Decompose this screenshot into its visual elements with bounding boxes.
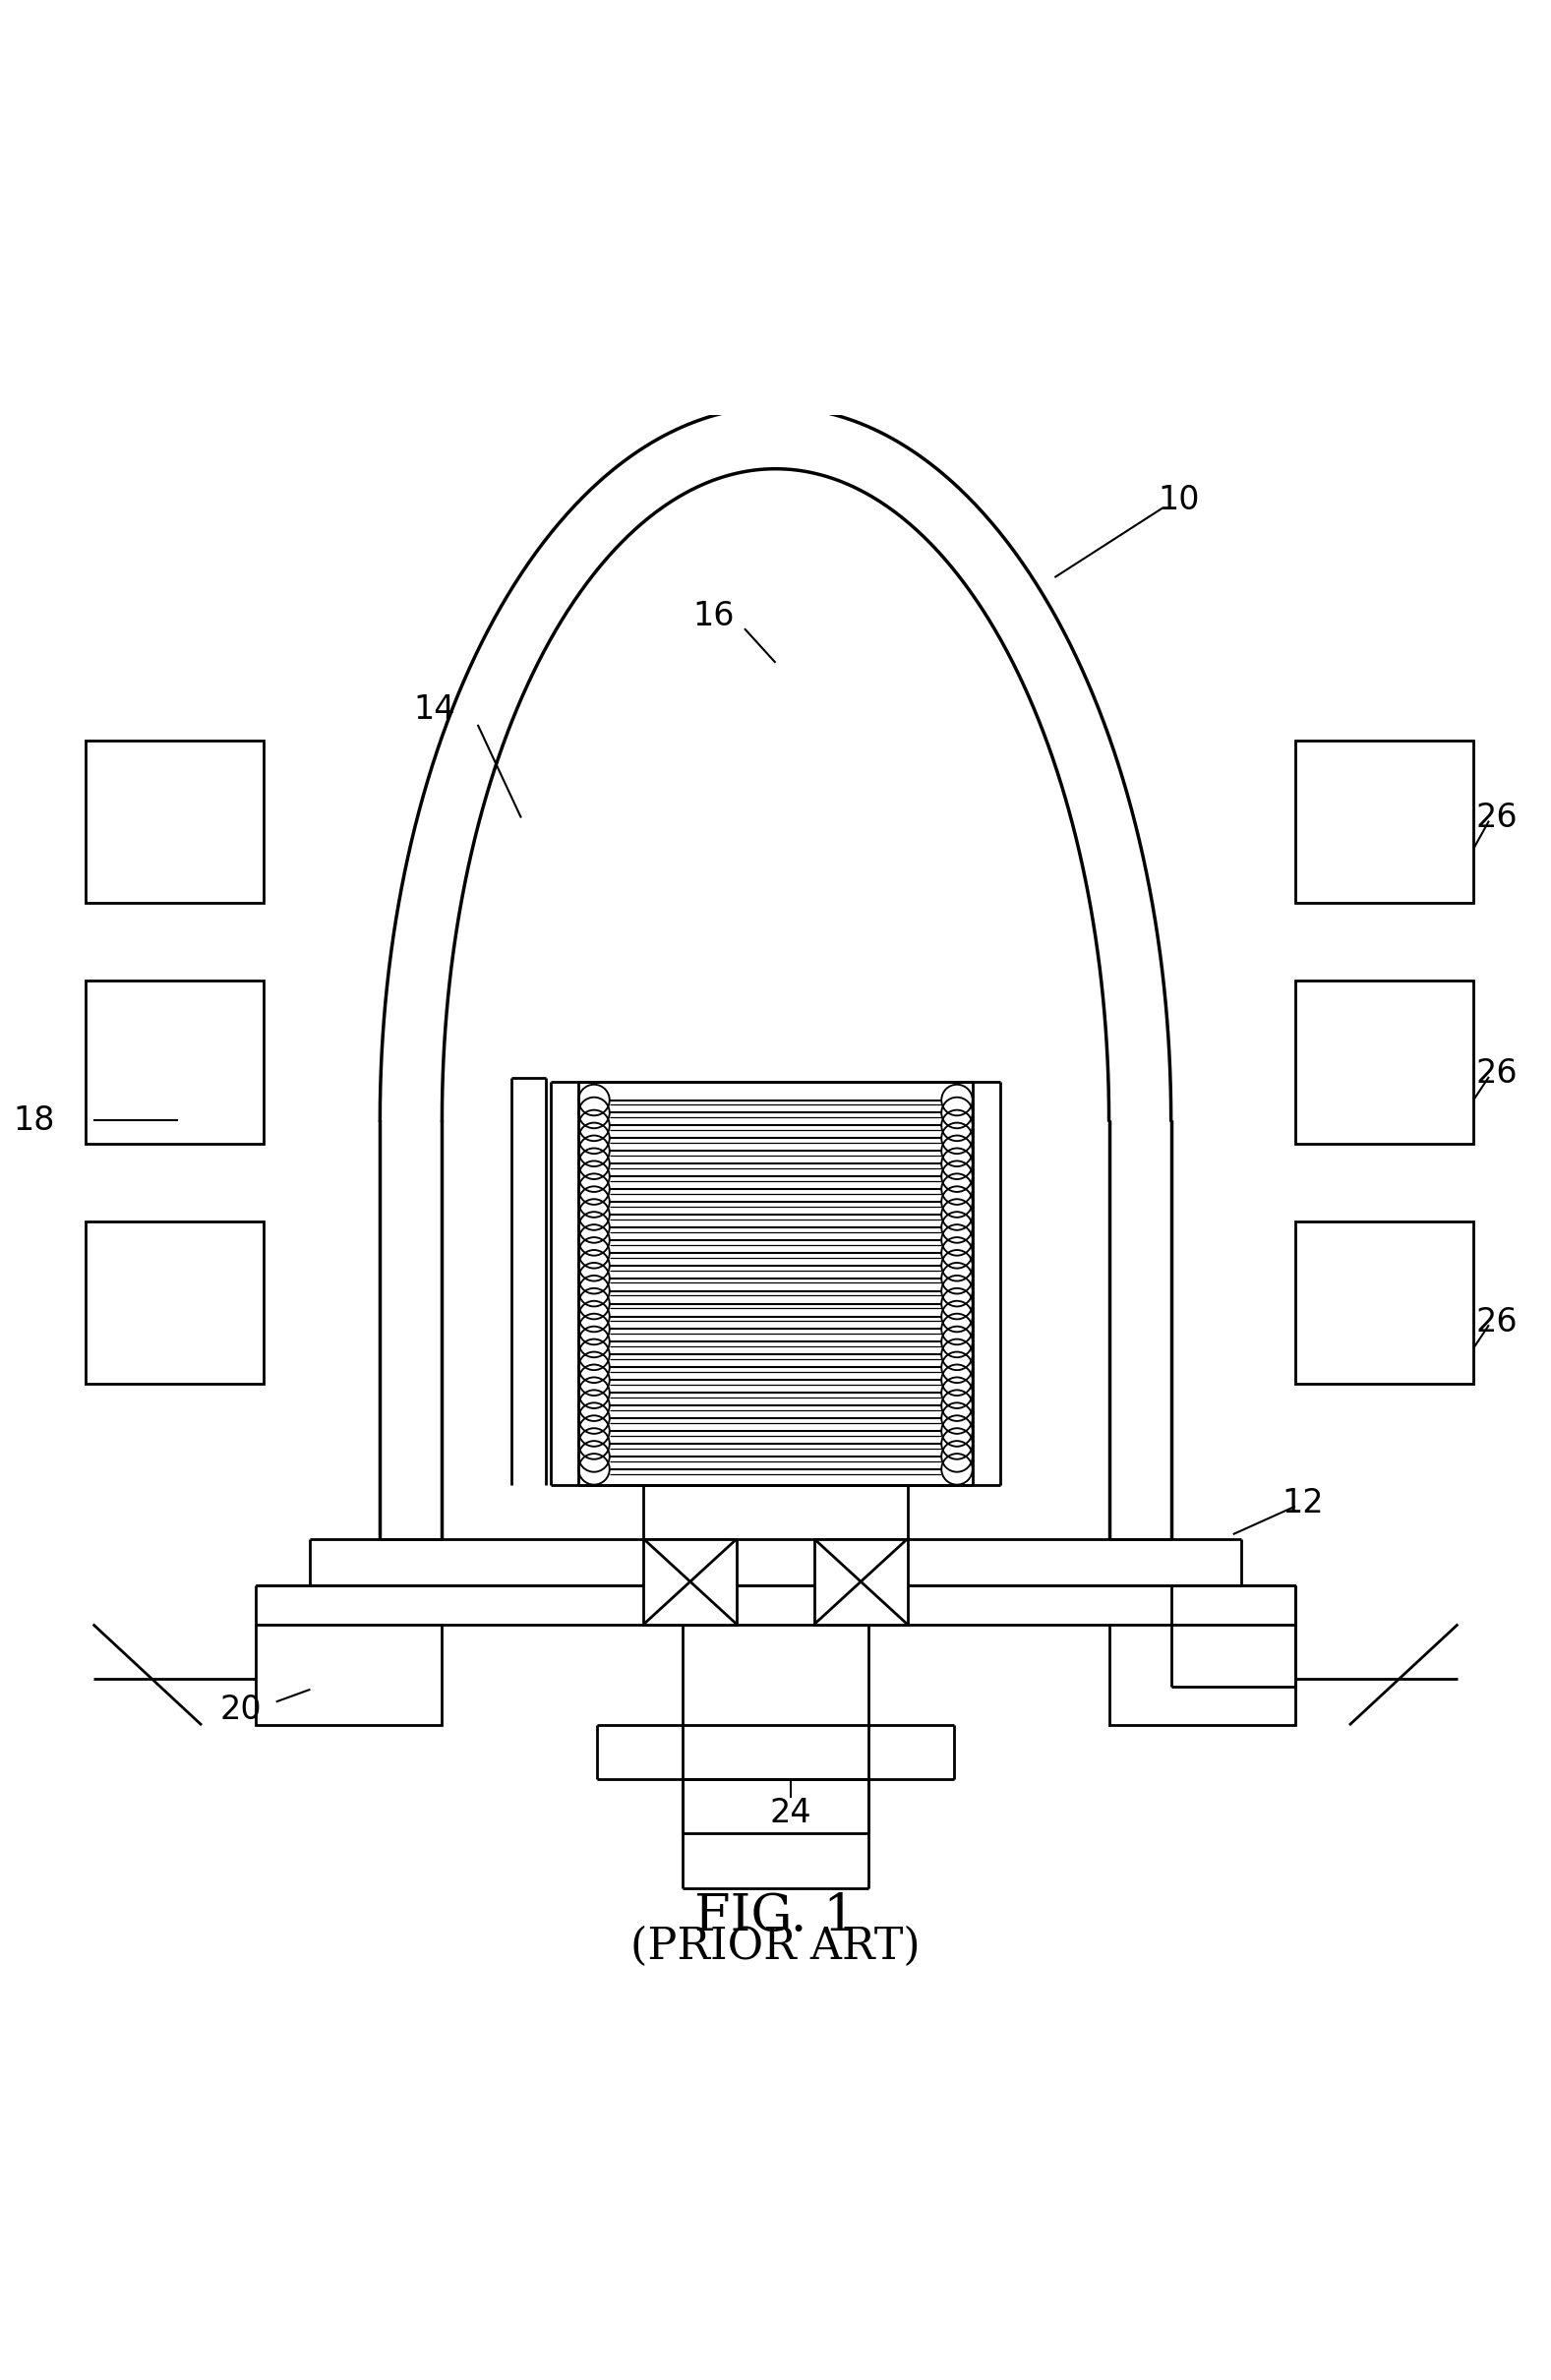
Bar — [1295, 981, 1473, 1142]
Bar — [644, 1540, 737, 1623]
Text: 26: 26 — [1475, 1307, 1518, 1338]
Bar — [85, 1221, 264, 1383]
Bar — [1295, 740, 1473, 902]
Text: 26: 26 — [1475, 802, 1518, 833]
Bar — [1109, 1623, 1295, 1725]
Text: FIG. 1: FIG. 1 — [695, 1890, 856, 1942]
Bar — [256, 1623, 442, 1725]
Bar — [1295, 1221, 1473, 1383]
Text: 26: 26 — [1475, 1057, 1518, 1090]
Text: 10: 10 — [1159, 483, 1199, 516]
Bar — [814, 1540, 907, 1623]
Bar — [85, 981, 264, 1142]
Text: 20: 20 — [219, 1692, 262, 1726]
Text: 16: 16 — [693, 600, 734, 633]
Text: 14: 14 — [414, 693, 454, 726]
Text: 18: 18 — [14, 1104, 54, 1135]
Bar — [85, 740, 264, 902]
Text: 12: 12 — [1281, 1488, 1325, 1518]
Text: (PRIOR ART): (PRIOR ART) — [631, 1925, 920, 1968]
Text: 24: 24 — [769, 1797, 813, 1830]
